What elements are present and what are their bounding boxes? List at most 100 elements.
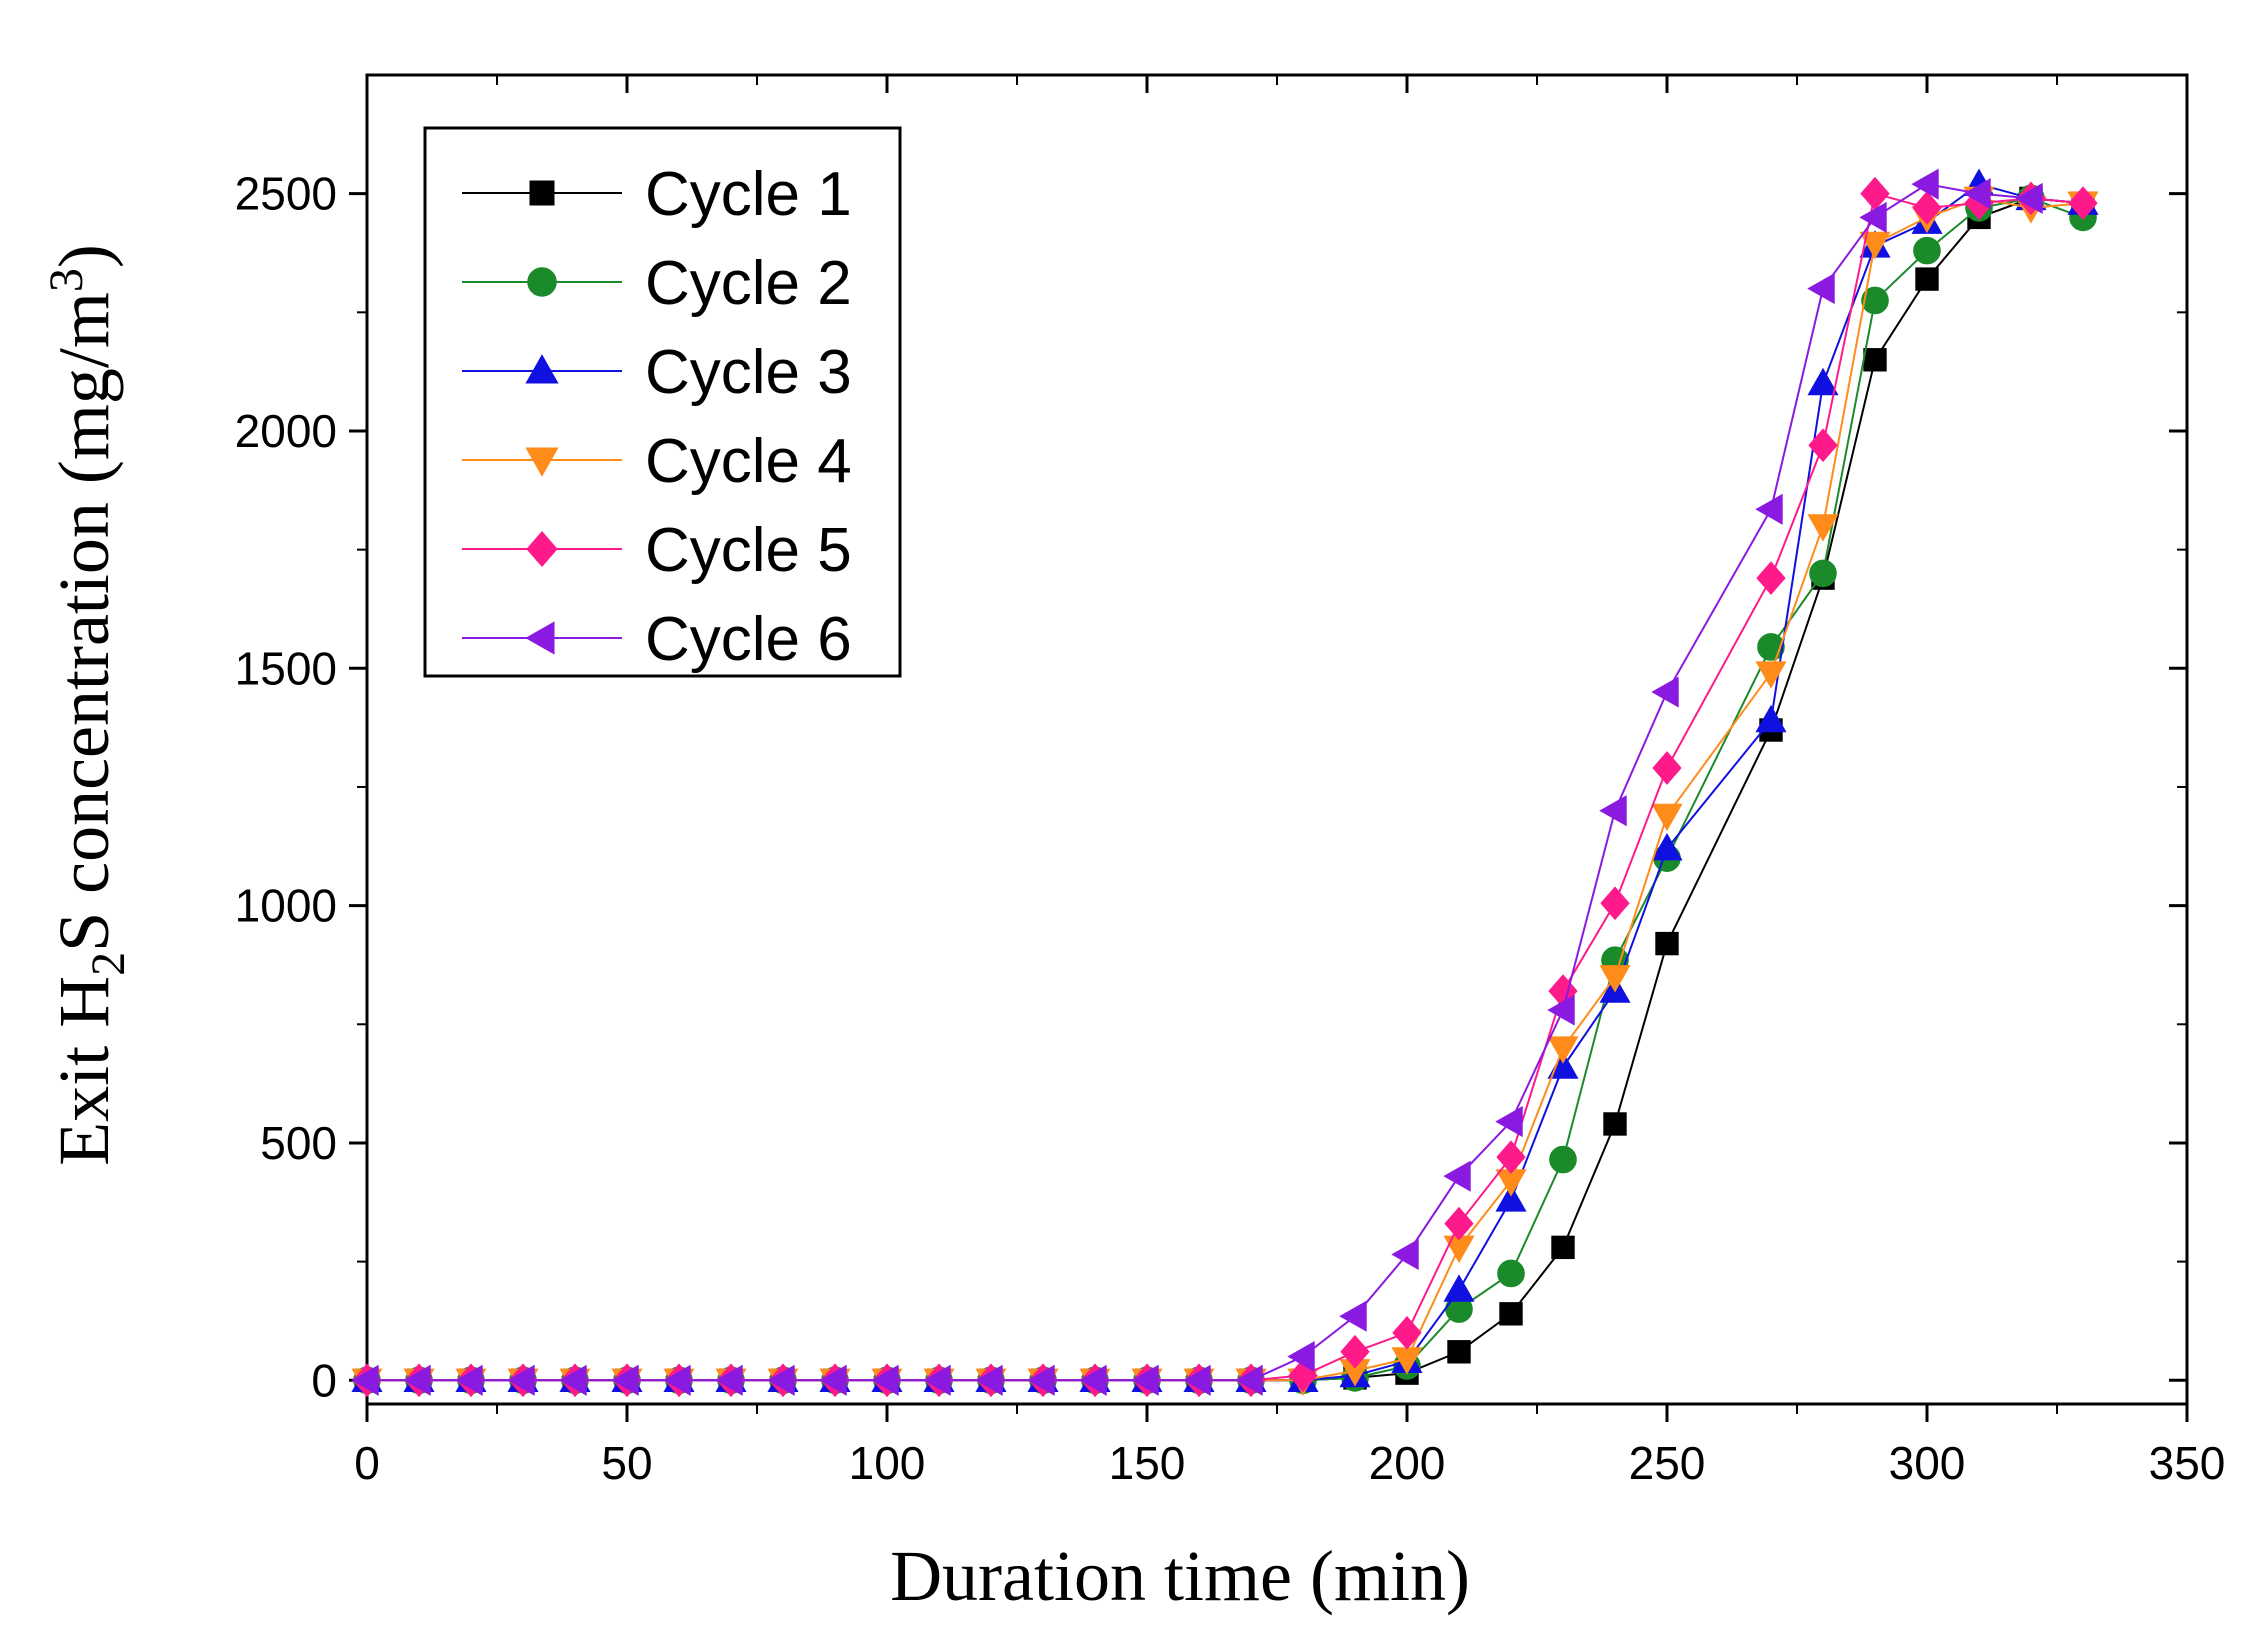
axes: 0 50 100 150 200 250 300 350 0 500 1000 1500 2000 250… (235, 73, 2226, 1489)
y-tick-label: 2500 (235, 168, 337, 220)
data-point (403, 1364, 431, 1396)
legend-marker (525, 621, 555, 655)
y-tick-label: 1500 (235, 642, 337, 694)
legend-label: Cycle 6 (645, 605, 852, 674)
data-point (1496, 1140, 1526, 1175)
data-point (351, 1364, 379, 1396)
data-point (1651, 832, 1683, 861)
data-point (611, 1364, 639, 1396)
legend-marker (525, 354, 559, 384)
data-point (1755, 704, 1787, 733)
data-point (1808, 428, 1838, 463)
data-point (1600, 886, 1630, 921)
y-tick-label: 500 (260, 1117, 337, 1169)
data-point (1444, 1206, 1474, 1241)
data-point (1547, 1036, 1579, 1064)
legend-label: Cycle 1 (645, 160, 852, 229)
data-point (1392, 1315, 1422, 1350)
x-tick-label: 250 (1629, 1437, 1706, 1489)
series-cycle-6 (351, 168, 2043, 1396)
data-point (1911, 168, 1939, 200)
legend-item-cycle-1: Cycle 1 (462, 160, 852, 229)
data-point (559, 1364, 587, 1396)
legend-marker (525, 447, 559, 477)
legend-item-cycle-6: Cycle 6 (462, 605, 852, 674)
x-tick-label: 300 (1889, 1437, 1966, 1489)
y-tick-label: 1000 (235, 880, 337, 932)
data-point (1863, 348, 1887, 372)
data-point (1599, 965, 1631, 993)
data-point (2015, 182, 2043, 214)
data-point (1340, 1334, 1370, 1369)
legend-marker (527, 267, 557, 297)
data-point (663, 1364, 691, 1396)
data-point (1755, 661, 1787, 689)
data-point (1235, 1364, 1263, 1396)
data-point (975, 1364, 1003, 1396)
data-point (1912, 191, 1942, 225)
data-point (1495, 1106, 1523, 1138)
data-point (1339, 1300, 1367, 1332)
data-point (1859, 231, 1891, 260)
legend-marker (526, 530, 558, 568)
data-point (1859, 201, 1887, 233)
legend: Cycle 1 Cycle 2 Cycle 3 Cycle 4 Cycle 5 Cycle… (423, 126, 902, 678)
data-point (1651, 676, 1679, 708)
x-axis-title: Duration time (min) (890, 1536, 1470, 1616)
data-point (1807, 514, 1839, 542)
plot-series (351, 168, 2099, 1398)
data-point (1287, 1340, 1315, 1373)
data-point (1652, 751, 1682, 785)
legend-item-cycle-2: Cycle 2 (462, 249, 852, 318)
legend-marker (529, 180, 555, 206)
data-point (1443, 1274, 1475, 1302)
data-point (1599, 795, 1627, 827)
data-point (507, 1364, 535, 1396)
legend-box (423, 126, 902, 678)
data-point (871, 1364, 899, 1396)
data-point (2068, 186, 2098, 221)
y-axis-title-superscript: 3 (40, 268, 93, 292)
data-point (1651, 803, 1683, 832)
x-tick-label: 200 (1369, 1437, 1446, 1489)
data-point (1447, 1340, 1471, 1364)
data-point (1603, 1112, 1627, 1136)
data-point (1655, 931, 1679, 956)
data-point (1861, 286, 1889, 315)
data-point (1131, 1364, 1159, 1396)
x-tick-label: 100 (849, 1437, 926, 1489)
legend-label: Cycle 2 (645, 249, 852, 318)
x-tick-label: 350 (2149, 1437, 2226, 1489)
data-point (1755, 493, 1783, 525)
y-tick-label: 0 (311, 1354, 337, 1406)
data-point (455, 1364, 483, 1396)
legend-label: Cycle 3 (645, 338, 852, 407)
y-axis-title: Exit H2S concentration (mg/m3) (40, 244, 135, 1166)
y-axis-title-prefix: Exit H (44, 976, 124, 1166)
data-point (1809, 559, 1837, 588)
x-tick-label: 50 (601, 1437, 652, 1489)
x-tick-label: 150 (1109, 1437, 1186, 1489)
legend-item-cycle-5: Cycle 5 (462, 516, 852, 585)
data-point (767, 1364, 795, 1396)
data-point (1963, 178, 1991, 210)
data-point (1756, 561, 1786, 595)
data-point (1497, 1259, 1525, 1288)
data-point (1495, 1184, 1527, 1212)
data-point (1443, 1160, 1471, 1192)
data-point (1915, 267, 1939, 291)
y-tick-label: 2000 (235, 405, 337, 457)
legend-label: Cycle 5 (645, 516, 852, 585)
data-point (923, 1364, 951, 1396)
data-point (1807, 273, 1835, 305)
data-point (1807, 367, 1839, 396)
data-point (1391, 1238, 1419, 1271)
data-point (1549, 1145, 1577, 1174)
data-point (1547, 994, 1575, 1026)
x-tick-label: 0 (354, 1437, 380, 1489)
legend-label: Cycle 4 (645, 427, 852, 496)
legend-item-cycle-3: Cycle 3 (462, 338, 852, 407)
data-point (1079, 1364, 1107, 1396)
data-point (715, 1364, 743, 1396)
